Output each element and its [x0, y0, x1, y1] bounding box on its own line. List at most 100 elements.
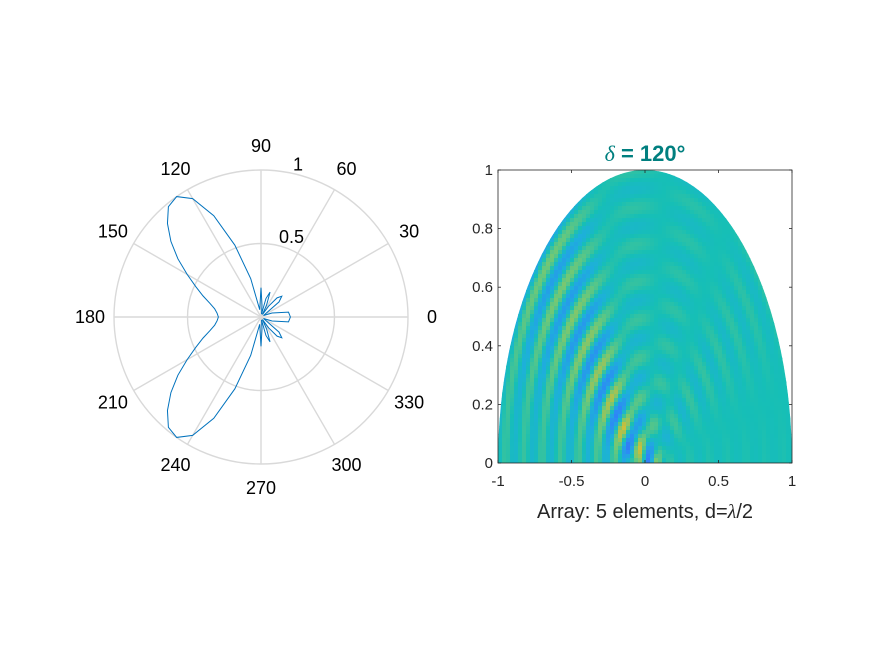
heatmap-cell	[706, 370, 711, 375]
heatmap-cell	[506, 426, 511, 431]
heatmap-cell	[610, 194, 615, 199]
heatmap-cell	[570, 402, 575, 407]
heatmap-cell	[714, 226, 719, 231]
heatmap-cell	[702, 422, 707, 427]
heatmap-cell	[586, 230, 591, 235]
heatmap-cell	[570, 458, 575, 463]
heatmap-cell	[730, 390, 735, 395]
heatmap-cell	[710, 246, 715, 251]
heatmap-cell	[510, 274, 515, 279]
heatmap-cell	[654, 302, 659, 307]
heatmap-cell	[562, 326, 567, 331]
heatmap-cell	[686, 206, 691, 211]
heatmap-cell	[670, 418, 675, 423]
heatmap-cell	[742, 262, 747, 267]
heatmap-cell	[542, 170, 547, 175]
heatmap-cell	[538, 410, 543, 415]
heatmap-cell	[698, 190, 703, 195]
heatmap-cell	[698, 274, 703, 279]
heatmap-cell	[650, 270, 655, 275]
heatmap-cell	[526, 414, 531, 419]
heatmap-cell	[606, 190, 611, 195]
heatmap-cell	[666, 350, 671, 355]
heatmap-cell	[542, 342, 547, 347]
heatmap-cell	[530, 246, 535, 251]
heatmap-cell	[734, 246, 739, 251]
heatmap-cell	[598, 414, 603, 419]
heatmap-cell	[598, 302, 603, 307]
heatmap-cell	[658, 170, 663, 175]
heatmap-cell	[578, 306, 583, 311]
heatmap-cell	[530, 406, 535, 411]
heatmap-cell	[726, 406, 731, 411]
heatmap-cell	[526, 282, 531, 287]
heatmap-cell	[670, 462, 675, 463]
heatmap-cell	[734, 318, 739, 323]
heatmap-cell	[670, 222, 675, 227]
heatmap-cell	[682, 258, 687, 263]
heatmap-cell	[630, 334, 635, 339]
heatmap-cell	[546, 422, 551, 427]
heatmap-cell	[650, 290, 655, 295]
heatmap-cell	[654, 362, 659, 367]
heatmap-cell	[658, 378, 663, 383]
heatmap-cell	[602, 290, 607, 295]
heatmap-cell	[574, 394, 579, 399]
heatmap-cell	[606, 394, 611, 399]
heatmap-cell	[546, 434, 551, 439]
heatmap-cell	[614, 414, 619, 419]
heatmap-cell	[670, 310, 675, 315]
heatmap-cell	[734, 370, 739, 375]
heatmap-cell	[574, 398, 579, 403]
heatmap-cell	[582, 406, 587, 411]
heatmap-cell	[506, 410, 511, 415]
heatmap-cell	[582, 434, 587, 439]
heatmap-cell	[562, 262, 567, 267]
heatmap-cell	[570, 462, 575, 463]
heatmap-cell	[690, 258, 695, 263]
heatmap-cell	[554, 306, 559, 311]
heatmap-cell	[518, 338, 523, 343]
heatmap-cell	[714, 418, 719, 423]
heatmap-cell	[622, 322, 627, 327]
heatmap-cell	[678, 350, 683, 355]
heatmap-cell	[622, 426, 627, 431]
heatmap-cell	[586, 234, 591, 239]
heatmap-cell	[658, 374, 663, 379]
heatmap-cell	[550, 406, 555, 411]
heatmap-cell	[526, 326, 531, 331]
heatmap-cell	[650, 446, 655, 451]
heatmap-cell	[506, 358, 511, 363]
heatmap-cell	[698, 430, 703, 435]
heatmap-cell	[498, 378, 503, 383]
heatmap-cell	[658, 390, 663, 395]
heatmap-cell	[526, 174, 531, 179]
heatmap-cell	[586, 414, 591, 419]
heatmap-cell	[642, 462, 647, 463]
heatmap-cell	[630, 174, 635, 179]
heatmap-cell	[678, 222, 683, 227]
heatmap-cell	[610, 370, 615, 375]
heatmap-cell	[594, 322, 599, 327]
heatmap-cell	[614, 398, 619, 403]
heatmap-cell	[754, 202, 759, 207]
heatmap-cell	[542, 358, 547, 363]
heatmap-cell	[534, 298, 539, 303]
heatmap-cell	[738, 238, 743, 243]
heatmap-cell	[642, 190, 647, 195]
heatmap-cell	[686, 358, 691, 363]
heatmap-cell	[630, 262, 635, 267]
heatmap-cell	[754, 182, 759, 187]
heatmap-cell	[694, 378, 699, 383]
heatmap-cell	[622, 398, 627, 403]
heatmap-cell	[562, 406, 567, 411]
heatmap-cell	[682, 370, 687, 375]
heatmap-cell	[758, 426, 763, 431]
heatmap-cell	[634, 230, 639, 235]
heatmap-cell	[714, 382, 719, 387]
heatmap-cell	[694, 290, 699, 295]
heatmap-cell	[646, 418, 651, 423]
heatmap-cell	[578, 210, 583, 215]
heatmap-cell	[626, 442, 631, 447]
heatmap-cell	[558, 294, 563, 299]
